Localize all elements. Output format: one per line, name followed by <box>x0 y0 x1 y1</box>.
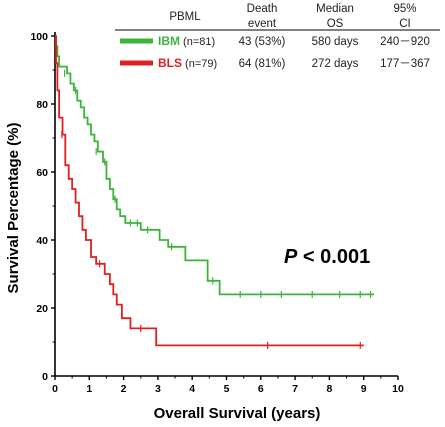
y-tick-label: 40 <box>36 235 48 247</box>
y-tick-label: 100 <box>30 31 48 43</box>
x-tick-label: 5 <box>224 383 230 395</box>
table-header-ci-line: 95% <box>393 3 416 15</box>
stats-table: PBML Death event Median OS 95% CI IBM (n=81… <box>115 3 440 70</box>
table-cell-median: 272 days <box>312 58 359 70</box>
x-axis-label: Overall Survival (years) <box>154 405 321 422</box>
group-n: (n=79) <box>182 58 217 70</box>
table-header-pbml: PBML <box>169 11 201 23</box>
table-header-death-line: event <box>248 18 277 30</box>
p-value-annotation: P < 0.001 <box>284 246 370 268</box>
x-tick-label: 9 <box>361 383 367 395</box>
table-header-median-line: Median <box>316 3 354 15</box>
table-header-death: Death event <box>247 3 278 30</box>
table-header-median-line: OS <box>327 18 344 30</box>
x-tick-label: 3 <box>155 383 161 395</box>
y-tick-label: 0 <box>42 371 48 383</box>
table-cell-ci: 177－367 <box>380 58 430 70</box>
x-tick-label: 6 <box>258 383 264 395</box>
table-cell-ci: 240－920 <box>380 36 430 48</box>
x-tick-label: 1 <box>86 383 92 395</box>
y-tick-label: 60 <box>36 167 48 179</box>
table-cell-death: 64 (81%) <box>239 58 286 70</box>
p-value-rest: < 0.001 <box>297 246 370 268</box>
p-value-prefix: P <box>284 246 298 268</box>
group-name: BLS <box>158 56 182 70</box>
table-cell-median: 580 days <box>312 36 359 48</box>
x-tick-label: 0 <box>52 383 58 395</box>
x-tick-label: 4 <box>189 383 195 395</box>
table-header-death-line: Death <box>247 3 278 15</box>
table-rows: IBM (n=81) 43 (53%) 580 days 240－920 BLS (n=… <box>120 34 430 70</box>
series-line-ibm <box>55 35 374 296</box>
y-tick-label: 80 <box>36 99 48 111</box>
legend-label-ibm: IBM (n=81) <box>158 34 215 48</box>
table-cell-death: 43 (53%) <box>239 36 286 48</box>
table-header-ci: 95% CI <box>393 3 416 30</box>
group-name: IBM <box>158 34 180 48</box>
table-header-median: Median OS <box>316 3 354 30</box>
table-header-ci-line: CI <box>399 18 411 30</box>
group-n: (n=81) <box>180 36 215 48</box>
y-tick-label: 20 <box>36 303 48 315</box>
x-tick-label: 8 <box>326 383 332 395</box>
x-tick-label: 10 <box>392 383 404 395</box>
series-line-bls <box>55 35 364 347</box>
x-tick-label: 7 <box>292 383 298 395</box>
y-axis-label: Survival Percentage (%) <box>5 123 22 294</box>
legend-label-bls: BLS (n=79) <box>158 56 217 70</box>
x-tick-label: 2 <box>121 383 127 395</box>
